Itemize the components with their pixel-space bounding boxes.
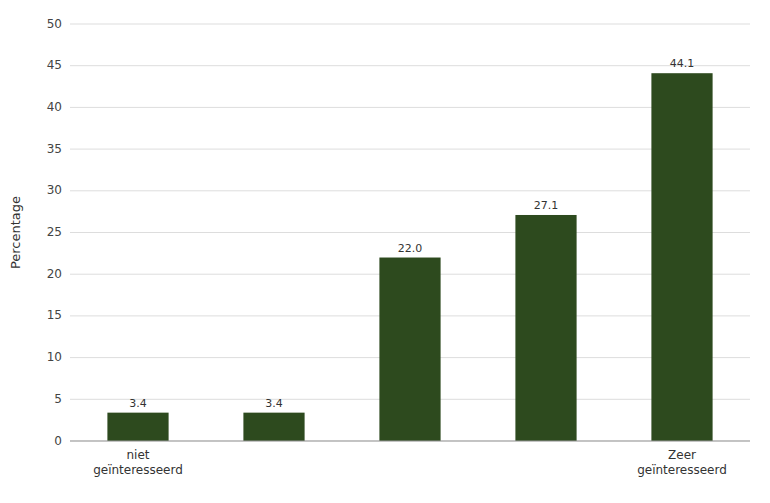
data-label: 3.4 [265,397,283,410]
bar [515,215,576,441]
grid-line [70,65,750,66]
x-tick-label-line: niet [126,448,149,462]
grid-line [70,149,750,150]
grid-line [70,441,750,442]
y-grid: 0 5 10 15 20 25 30 35 40 45 50 [47,17,750,448]
data-label: 3.4 [129,397,147,410]
y-tick-label: 30 [47,183,62,197]
grid-line [70,24,750,25]
y-tick-label: 25 [47,225,62,239]
data-label: 27.1 [534,199,559,212]
x-tick-label: nietgeïnteresseerd [93,448,183,477]
y-axis-label: Percentage [8,196,23,269]
y-tick-label: 45 [47,58,62,72]
bar [379,258,440,441]
x-tick-label-line: Zeer [668,448,696,462]
x-axis-line [70,441,750,442]
data-label: 44.1 [670,57,695,70]
grid-line [70,107,750,108]
x-tick-labels: nietgeïnteresseerdZeergeïnteresseerd [93,448,727,477]
y-tick-label: 50 [47,17,62,31]
y-tick-label: 10 [47,350,62,364]
data-labels: 3.4 3.4 22.0 27.1 44.1 [129,57,694,409]
bars [107,73,712,441]
bar [243,413,304,441]
y-tick-label: 0 [54,434,62,448]
x-tick-label: Zeergeïnteresseerd [637,448,727,477]
bar [107,413,168,441]
x-tick-label-line: geïnteresseerd [637,463,727,477]
y-tick-label: 15 [47,308,62,322]
grid-line [70,190,750,191]
chart-svg: 0 5 10 15 20 25 30 35 40 45 50 3.4 3.4 22.0 27.1 44.1 ni… [0,0,770,503]
y-tick-label: 40 [47,100,62,114]
x-tick-label-line: geïnteresseerd [93,463,183,477]
bar [651,73,712,441]
data-label: 22.0 [398,242,423,255]
chart-container: 0 5 10 15 20 25 30 35 40 45 50 3.4 3.4 22.0 27.1 44.1 ni… [0,0,770,503]
y-tick-label: 20 [47,267,62,281]
grid-line [70,232,750,233]
y-tick-label: 35 [47,142,62,156]
y-tick-label: 5 [54,392,62,406]
